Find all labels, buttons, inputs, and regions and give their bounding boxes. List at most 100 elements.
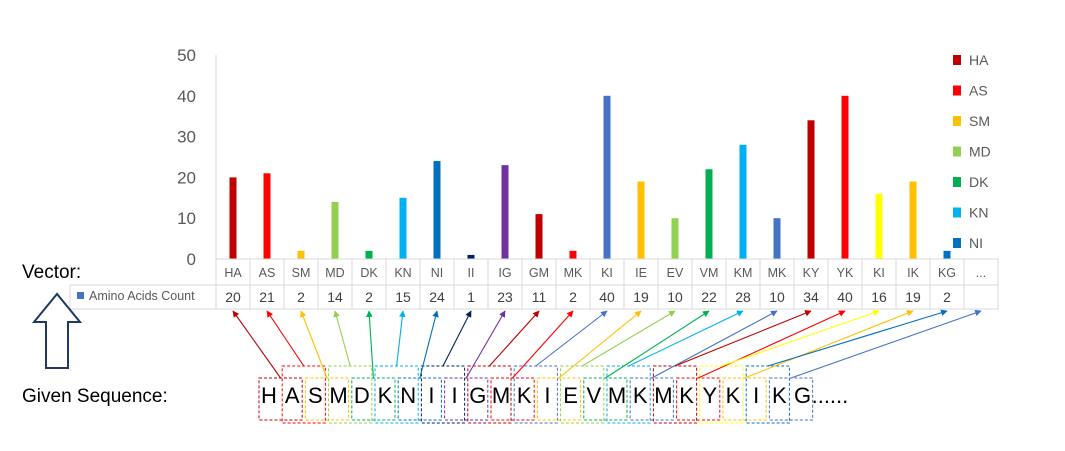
category-label: EV	[667, 266, 684, 280]
data-value-label: 40	[599, 289, 615, 305]
mapping-arrow	[721, 309, 880, 367]
bar-ii	[467, 254, 475, 259]
data-table: HA AS SM MD DK KN NI II IG GM MK KI IE EV VM KM MK KY YK KI…	[69, 258, 999, 310]
legend-swatch	[953, 146, 961, 157]
category-label: KG	[938, 266, 956, 280]
mapping-arrow	[333, 310, 351, 367]
category-label: GM	[529, 266, 549, 280]
bar-ky	[807, 120, 815, 259]
sequence-ellipsis: ......	[812, 383, 849, 408]
bar-ki	[603, 95, 611, 259]
legend-label: DK	[969, 174, 989, 190]
category-label: KN	[394, 266, 411, 280]
mapping-arrow	[790, 309, 982, 379]
data-value-label: 22	[701, 289, 717, 305]
legend-swatch	[953, 116, 961, 126]
legend-label: HA	[969, 52, 989, 68]
data-value-label: 15	[395, 289, 411, 305]
category-label: KM	[734, 266, 753, 280]
bar-ki	[875, 193, 883, 259]
category-label: KI	[873, 266, 885, 280]
sequence-letter: M	[492, 383, 510, 408]
mapping-arrow	[558, 310, 642, 379]
data-value-label: 34	[803, 289, 819, 305]
pair-box	[560, 365, 605, 424]
bar-km	[739, 144, 747, 259]
category-label: MK	[564, 266, 583, 280]
sequence-letter: I	[452, 383, 458, 408]
sequence-letter: M	[329, 383, 347, 408]
legend-label: KN	[969, 205, 988, 221]
data-value-label: 19	[633, 289, 649, 305]
y-tick-label: 30	[177, 128, 196, 147]
data-value-label: 40	[837, 289, 853, 305]
sequence-letter: K	[517, 383, 532, 408]
data-value-label: 10	[769, 289, 785, 305]
pair-box	[676, 377, 721, 421]
category-label: YK	[837, 266, 854, 280]
bar-md	[331, 201, 339, 259]
y-tick-label: 10	[177, 209, 196, 228]
bar-mk	[773, 218, 781, 259]
legend-swatch	[953, 177, 961, 187]
sequence-letter: G	[794, 383, 811, 408]
sequence-letter: K	[633, 383, 648, 408]
category-label: SM	[292, 266, 311, 280]
mapping-arrow	[744, 310, 914, 379]
category-label: NI	[431, 266, 444, 280]
pair-box	[583, 377, 628, 421]
bar-as	[263, 173, 271, 259]
sequence-letter: M	[608, 383, 626, 408]
sequence-letter: V	[586, 383, 601, 408]
sequence-letter: N	[400, 383, 416, 408]
bar-ie	[637, 181, 645, 259]
category-label: KY	[803, 266, 820, 280]
mapping-arrow	[512, 310, 574, 379]
category-label: II	[468, 266, 475, 280]
data-value-label: 1	[467, 289, 475, 305]
sequence-letter: S	[308, 383, 323, 408]
bar-vm	[705, 169, 713, 259]
category-label: MD	[325, 266, 344, 280]
pair-box	[281, 365, 326, 424]
sequence-letter: M	[654, 383, 672, 408]
category-label: AS	[259, 266, 276, 280]
bar-ig	[501, 165, 509, 259]
sequence-letter: I	[544, 383, 550, 408]
mapping-arrow	[465, 310, 506, 379]
mapping-arrow	[767, 309, 948, 367]
bar-ha	[229, 177, 237, 259]
legend-swatch	[953, 207, 961, 218]
data-value-label: 16	[871, 289, 887, 305]
legend-label: MD	[969, 144, 991, 160]
category-label: ...	[976, 266, 986, 280]
mapping-arrow	[366, 310, 374, 379]
data-value-label: 24	[429, 289, 445, 305]
legend-label: NI	[969, 235, 983, 251]
category-label: IK	[907, 266, 919, 280]
mapping-arrow	[651, 310, 778, 379]
mapping-arrow	[419, 310, 439, 379]
given-sequence-label: Given Sequence:	[22, 386, 168, 407]
y-tick-label: 20	[177, 168, 196, 187]
data-value-label: 2	[569, 289, 577, 305]
bars	[229, 95, 951, 259]
sequence-letter: K	[378, 383, 393, 408]
bar-sm	[297, 250, 305, 259]
category-label: VM	[700, 266, 719, 280]
sequence-letter: Y	[702, 383, 717, 408]
data-value-label: 21	[259, 289, 275, 305]
sequence-letter: D	[354, 383, 370, 408]
sequence-letter: K	[772, 383, 787, 408]
data-value-label: 11	[532, 289, 547, 305]
legend-label: AS	[969, 83, 988, 99]
category-label: IE	[635, 266, 647, 280]
sequence-letter: A	[285, 383, 300, 408]
sequence: H A S M D K N I I G M K I E V M K M K Y K I K G......	[261, 383, 848, 408]
category-label: DK	[360, 266, 378, 280]
legend: HA AS SM MD DK KN NI	[953, 52, 991, 251]
mapping-arrow	[300, 310, 328, 379]
sequence-letter: I	[428, 383, 434, 408]
mapping-arrow	[535, 310, 608, 367]
